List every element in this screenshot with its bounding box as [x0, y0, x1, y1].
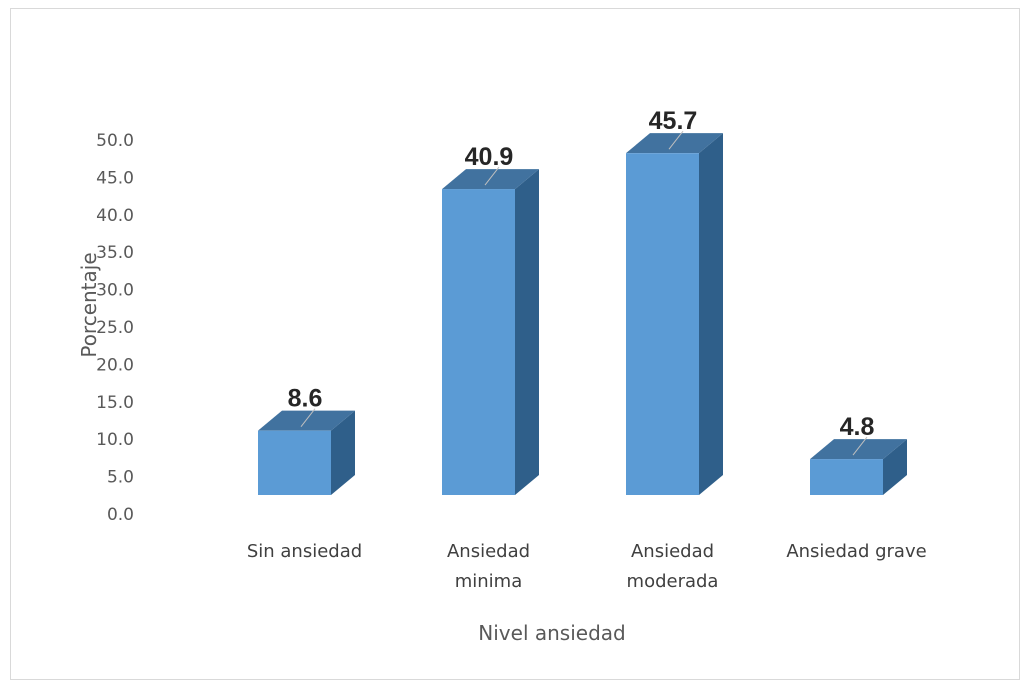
data-label: 4.8: [840, 413, 875, 441]
x-axis-categories: Sin ansiedad Ansiedad minima Ansiedad modera…: [247, 541, 927, 592]
bar-front: [810, 459, 883, 495]
data-label-leader: [300, 408, 316, 427]
y-tick-label: 35.0: [96, 243, 134, 263]
y-tick-label: 40.0: [96, 206, 134, 226]
bars: [258, 133, 907, 495]
y-tick-label: 20.0: [96, 355, 134, 375]
y-axis-ticks: 0.0 5.0 10.0 15.0 20.0 25.0 30.0 35.0 40.0 45.0 50…: [96, 131, 134, 525]
bar-top: [810, 439, 907, 460]
data-label-leader: [852, 436, 868, 456]
data-label: 40.9: [465, 143, 514, 171]
x-category-label: Sin ansiedad: [247, 541, 362, 562]
x-category-label: Ansiedad grave: [786, 541, 926, 562]
bar-top: [626, 133, 723, 154]
y-tick-label: 0.0: [107, 505, 134, 525]
bar-side: [515, 169, 539, 495]
bar-side: [699, 133, 723, 495]
bar: [810, 439, 907, 495]
bar-top: [258, 410, 355, 431]
bar-side: [331, 410, 355, 495]
x-category-label: Ansiedad minima: [447, 541, 530, 592]
data-label-leader: [484, 166, 500, 186]
y-axis-title: Porcentaje: [77, 252, 101, 357]
bar-front: [626, 153, 699, 495]
bar: [626, 133, 723, 495]
data-label: 8.6: [288, 385, 323, 413]
bar-front: [442, 189, 515, 495]
bar-top: [442, 169, 539, 190]
y-tick-label: 30.0: [96, 281, 134, 301]
bar: [258, 410, 355, 495]
data-label: 45.7: [649, 107, 698, 135]
bar-front: [258, 430, 331, 495]
y-tick-label: 15.0: [96, 393, 134, 413]
y-tick-label: 25.0: [96, 318, 134, 338]
data-label-leader: [668, 130, 684, 150]
y-tick-label: 10.0: [96, 430, 134, 450]
y-tick-label: 5.0: [107, 468, 134, 488]
bar: [442, 169, 539, 495]
x-category-label: Ansiedad moderada: [627, 541, 719, 592]
bar-side: [883, 439, 907, 495]
x-axis-title: Nivel ansiedad: [478, 621, 625, 645]
y-tick-label: 45.0: [96, 168, 134, 188]
y-tick-label: 50.0: [96, 131, 134, 151]
data-labels: 8.6 40.9 45.7 4.8: [288, 107, 875, 456]
